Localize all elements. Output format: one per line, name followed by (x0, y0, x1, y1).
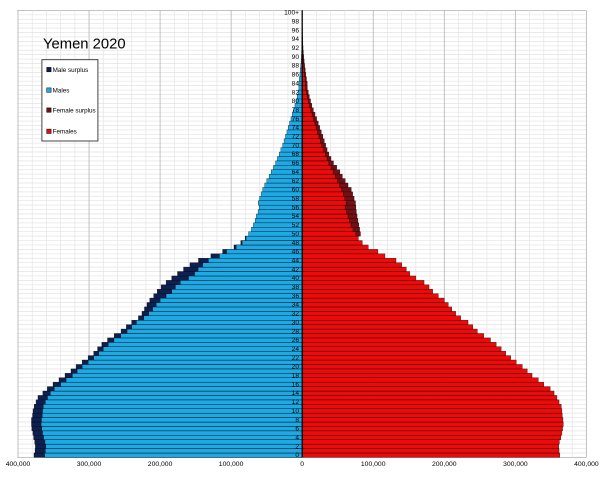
svg-text:20: 20 (292, 364, 300, 371)
svg-text:8: 8 (295, 417, 299, 424)
svg-text:62: 62 (292, 178, 300, 185)
svg-text:2: 2 (295, 443, 299, 450)
svg-text:72: 72 (292, 134, 300, 141)
svg-text:80: 80 (292, 98, 300, 105)
svg-text:68: 68 (292, 151, 300, 158)
svg-text:38: 38 (292, 284, 300, 291)
svg-text:74: 74 (292, 125, 300, 132)
svg-text:32: 32 (292, 311, 300, 318)
svg-text:Female surplus: Female surplus (53, 107, 96, 114)
svg-text:60: 60 (292, 187, 300, 194)
svg-text:70: 70 (292, 142, 300, 149)
svg-text:100,000: 100,000 (361, 461, 386, 468)
svg-text:22: 22 (292, 355, 300, 362)
svg-text:4: 4 (295, 434, 299, 441)
svg-text:42: 42 (292, 266, 300, 273)
svg-text:300,000: 300,000 (503, 461, 528, 468)
svg-text:Yemen 2020: Yemen 2020 (43, 36, 126, 52)
svg-text:86: 86 (292, 72, 300, 79)
svg-text:96: 96 (292, 27, 300, 34)
svg-text:98: 98 (292, 18, 300, 25)
svg-text:50: 50 (292, 231, 300, 238)
svg-text:76: 76 (292, 116, 300, 123)
svg-text:200,000: 200,000 (148, 461, 173, 468)
svg-text:100+: 100+ (284, 10, 299, 17)
svg-text:16: 16 (292, 381, 300, 388)
svg-text:Females: Females (53, 129, 77, 136)
svg-text:200,000: 200,000 (432, 461, 457, 468)
svg-text:54: 54 (292, 213, 300, 220)
svg-text:34: 34 (292, 302, 300, 309)
svg-text:10: 10 (292, 408, 300, 415)
svg-text:300,000: 300,000 (77, 461, 102, 468)
svg-text:88: 88 (292, 63, 300, 70)
svg-text:100,000: 100,000 (219, 461, 244, 468)
svg-text:82: 82 (292, 89, 300, 96)
svg-text:Males: Males (53, 87, 70, 94)
svg-text:36: 36 (292, 293, 300, 300)
svg-text:6: 6 (295, 426, 299, 433)
svg-text:56: 56 (292, 204, 300, 211)
svg-text:400,000: 400,000 (6, 461, 31, 468)
svg-text:18: 18 (292, 373, 300, 380)
svg-text:24: 24 (292, 346, 300, 353)
svg-text:14: 14 (292, 390, 300, 397)
svg-text:26: 26 (292, 337, 300, 344)
svg-text:46: 46 (292, 249, 300, 256)
svg-text:30: 30 (292, 319, 300, 326)
svg-text:12: 12 (292, 399, 300, 406)
svg-text:78: 78 (292, 107, 300, 114)
svg-text:84: 84 (292, 80, 300, 87)
svg-text:94: 94 (292, 36, 300, 43)
svg-text:64: 64 (292, 169, 300, 176)
svg-text:58: 58 (292, 195, 300, 202)
svg-text:66: 66 (292, 160, 300, 167)
svg-text:44: 44 (292, 257, 300, 264)
svg-text:Male surplus: Male surplus (53, 67, 89, 74)
svg-text:0: 0 (300, 461, 304, 468)
svg-text:40: 40 (292, 275, 300, 282)
svg-text:90: 90 (292, 54, 300, 61)
svg-text:400,000: 400,000 (574, 461, 599, 468)
svg-text:48: 48 (292, 240, 300, 247)
svg-text:92: 92 (292, 45, 300, 52)
svg-text:52: 52 (292, 222, 300, 229)
svg-text:0: 0 (295, 452, 299, 459)
svg-text:28: 28 (292, 328, 300, 335)
